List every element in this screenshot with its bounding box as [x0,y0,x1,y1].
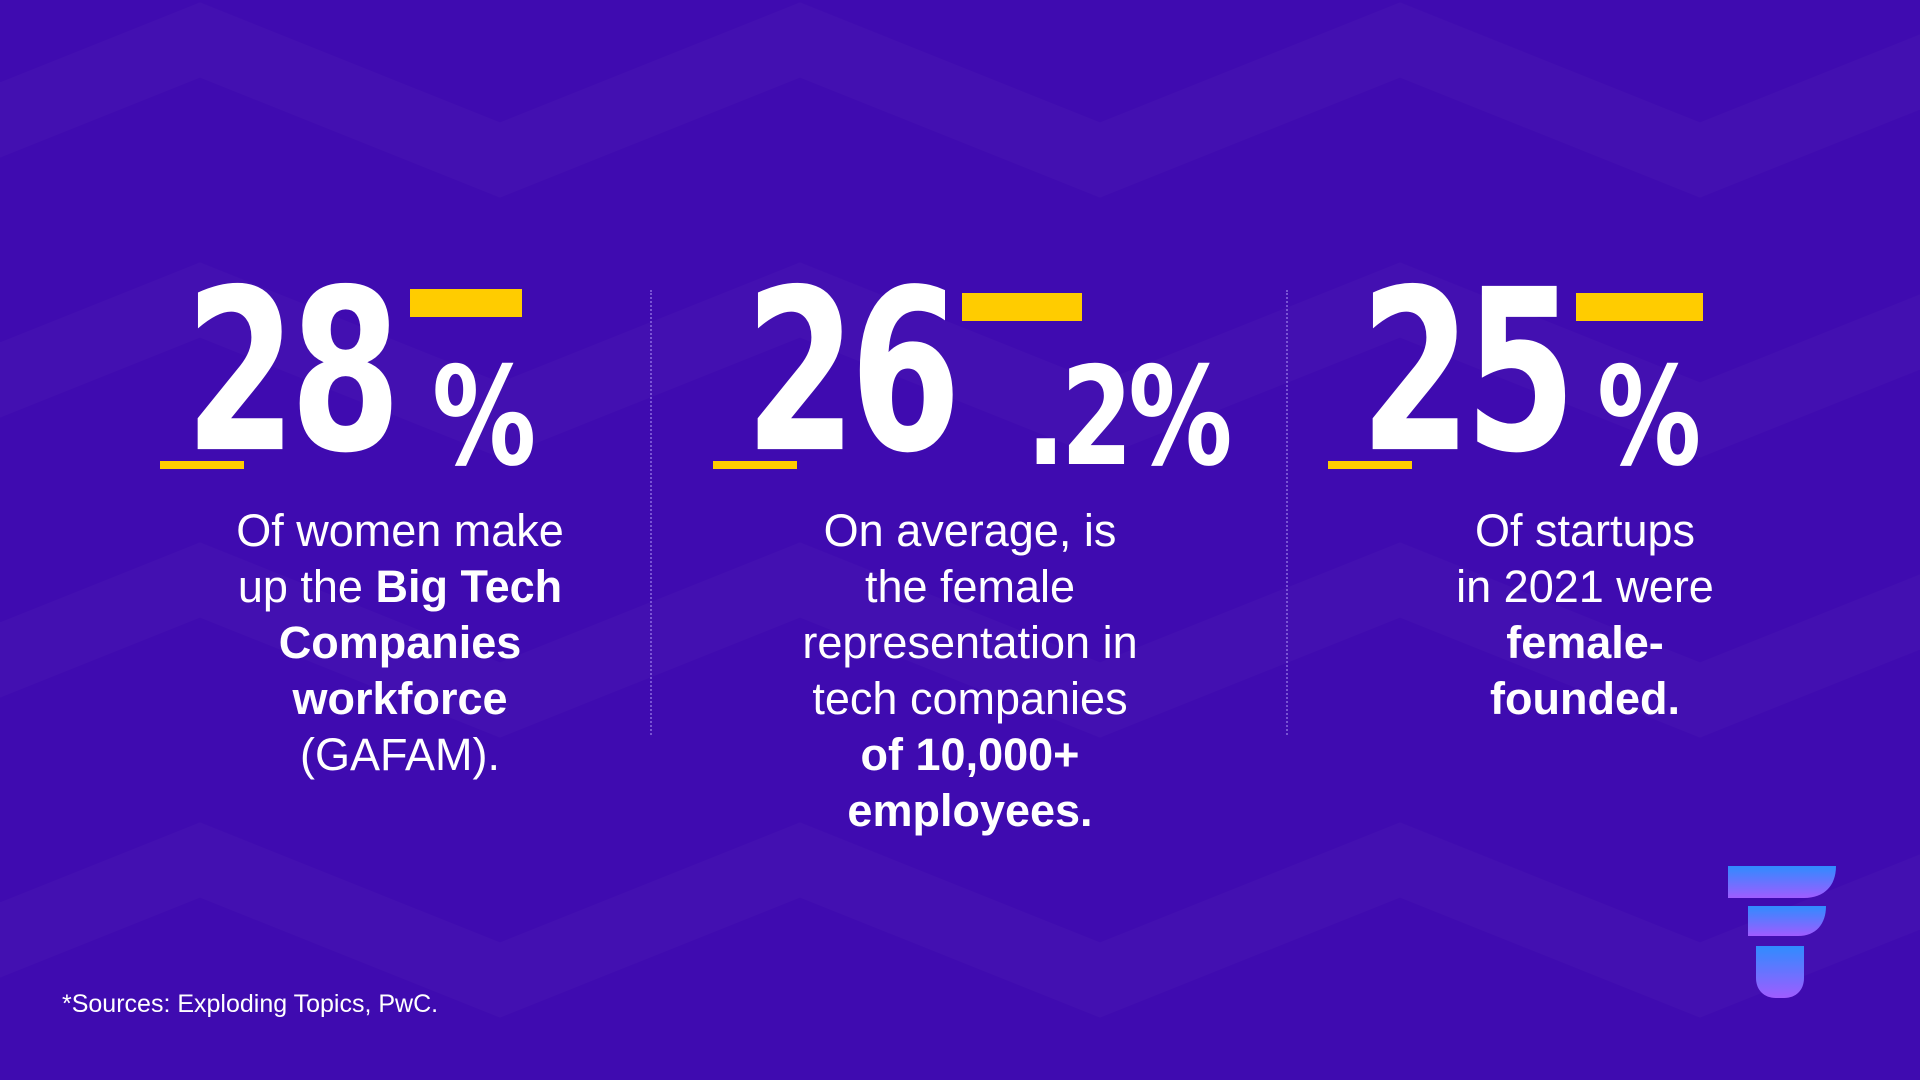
stat-suffix: % [1597,336,1701,497]
accent-bar-top [410,289,522,317]
description-line: up the Big Tech [120,559,680,615]
stat-suffix: % [432,336,536,497]
stat-number: 26 [745,241,961,503]
description-line: representation in [690,615,1250,671]
description-text: Of startups [1474,505,1696,556]
stat-description: Of startups in 2021 were female-founded. [1305,503,1865,727]
description-line: Of women make [120,503,680,559]
accent-bar-bottom [713,461,797,469]
description-line: tech companies [690,671,1250,727]
description-line: in 2021 were [1305,559,1865,615]
stat-description: Of women make up the Big Tech Companies wor… [120,503,680,783]
stat-description: On average, is the female representation i… [690,503,1250,839]
description-line: founded. [1305,671,1865,727]
accent-bar-bottom [1328,461,1412,469]
description-emphasis: employees. [847,785,1093,836]
accent-bar-bottom [160,461,244,469]
description-text: up the [237,561,376,612]
description-emphasis: Companies [278,617,522,668]
description-emphasis: founded. [1490,673,1680,724]
description-line: of 10,000+ [690,727,1250,783]
accent-bar-top [1576,293,1703,321]
stat-female-representation: 26 .2% On average, is the female represent… [690,245,1250,865]
description-text: representation in [802,617,1138,668]
sources-note: *Sources: Exploding Topics, PwC. [62,990,439,1018]
description-line: the female [690,559,1250,615]
column-divider [1286,290,1288,735]
description-line: (GAFAM). [120,727,680,783]
stat-figure: 28 % [160,245,680,485]
brand-f-logo-icon [1728,866,1836,998]
description-line: Companies [120,615,680,671]
description-text: Of women make [236,505,564,556]
accent-bar-top [962,293,1082,321]
column-divider [650,290,652,735]
description-text: the female [864,561,1076,612]
stat-number: 28 [185,241,401,503]
stat-number: 25 [1360,241,1576,503]
stat-women-big-tech: 28 % Of women make up the Big Tech Compani… [120,245,680,865]
description-line: Of startups [1305,503,1865,559]
description-text: in 2021 were [1456,561,1714,612]
description-line: On average, is [690,503,1250,559]
stat-figure: 26 .2% [713,241,1240,503]
description-line: employees. [690,783,1250,839]
description-line: workforce [120,671,680,727]
stat-suffix: .2% [1026,336,1232,497]
description-line: female- [1305,615,1865,671]
stat-female-founded-startups: 25 % Of startups in 2021 were female-found… [1305,245,1865,865]
description-emphasis: Big Tech [375,561,563,612]
description-emphasis: workforce [292,673,508,724]
stat-figure: 25 % [1328,241,1855,503]
description-emphasis: of 10,000+ [860,729,1080,780]
description-emphasis: female- [1506,617,1664,668]
description-text: tech companies [812,673,1128,724]
description-text: (GAFAM). [300,729,500,780]
description-text: On average, is [823,505,1117,556]
